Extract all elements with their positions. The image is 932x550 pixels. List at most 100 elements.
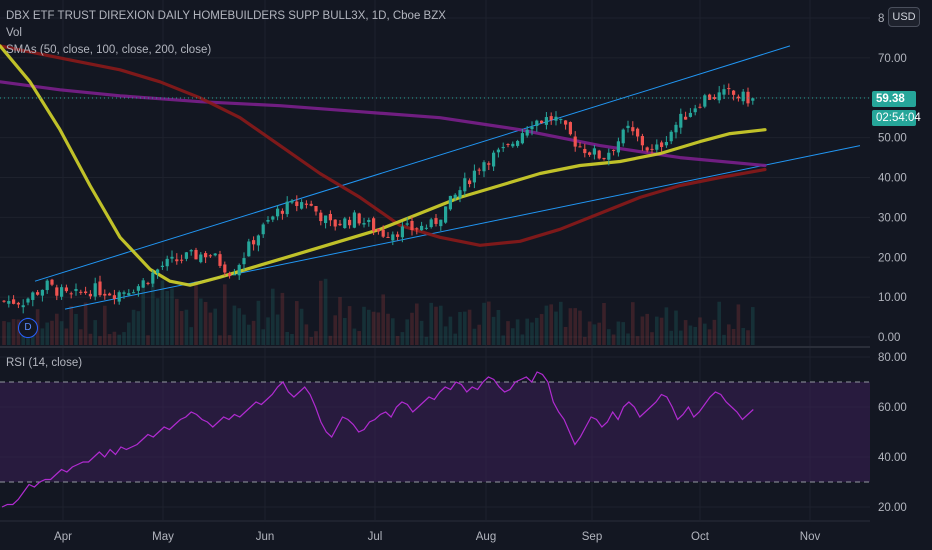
candle-body — [290, 200, 294, 203]
volume-bar — [616, 321, 621, 345]
volume-bar — [635, 336, 640, 345]
volume-bar — [669, 330, 673, 345]
volume-bar — [405, 319, 409, 345]
candle-body — [141, 280, 145, 288]
candle-body — [602, 157, 606, 160]
candle-body — [588, 152, 592, 155]
volume-bar — [151, 283, 155, 345]
candle-body — [314, 205, 318, 212]
candle-body — [271, 216, 275, 220]
candle-body — [520, 133, 524, 144]
countdown-tag: 02:54:04 — [872, 110, 921, 126]
candle-body — [679, 113, 683, 128]
candle-body — [98, 281, 102, 296]
volume-bar — [79, 329, 83, 345]
volume-bar — [50, 320, 54, 345]
candle-body — [400, 226, 404, 238]
price-tick-label: 20.00 — [878, 252, 907, 264]
rsi-legend[interactable]: RSI (14, close) — [6, 357, 83, 369]
volume-bar — [98, 336, 102, 345]
candle-body — [343, 218, 347, 229]
time-tick-label: Jul — [368, 531, 383, 543]
candle-body — [60, 287, 64, 297]
candle-body — [544, 117, 548, 125]
candle-body — [117, 292, 121, 302]
candle-body — [218, 254, 222, 266]
candle-body — [429, 219, 433, 228]
dividend-badge[interactable]: D — [18, 318, 38, 338]
volume-bar — [539, 314, 544, 345]
volume-bar — [415, 303, 419, 345]
volume-bar — [722, 334, 726, 345]
volume-bar — [746, 330, 750, 345]
price-tick-label: 30.00 — [878, 212, 907, 224]
volume-bar — [463, 311, 467, 345]
channel-line — [34, 45, 791, 282]
volume-bar — [520, 334, 525, 345]
currency-button[interactable]: USD — [888, 7, 920, 27]
volume-bar — [213, 308, 217, 345]
volume-bar — [223, 284, 227, 345]
candle-body — [170, 256, 174, 259]
candle-body — [247, 241, 251, 257]
candle-body — [727, 88, 731, 90]
volume-bar — [83, 302, 88, 345]
candle-body — [482, 162, 486, 172]
volume-bar — [179, 311, 184, 345]
volume-bar — [530, 322, 534, 345]
candle-body — [160, 265, 164, 268]
candle-body — [732, 90, 736, 95]
sma-line — [0, 80, 767, 168]
volume-bar — [727, 324, 731, 345]
candle-body — [501, 146, 505, 149]
candle-body — [535, 120, 539, 127]
volume-bar — [563, 326, 568, 345]
volume-bar — [45, 322, 49, 345]
candle-body — [338, 223, 342, 226]
volume-bar — [712, 319, 717, 345]
rsi-band — [0, 382, 870, 482]
volume-bar — [602, 302, 606, 345]
volume-bar — [659, 317, 664, 345]
candle-body — [127, 293, 131, 296]
volume-bar — [160, 280, 165, 345]
candle-body — [261, 224, 265, 235]
candle-body — [664, 141, 668, 146]
volume-bar — [751, 307, 755, 345]
candle-body — [309, 203, 313, 206]
volume-bar — [271, 288, 275, 345]
volume-bar — [194, 280, 198, 345]
rsi-tick-label: 60.00 — [878, 402, 907, 414]
candle-body — [396, 234, 400, 237]
volume-bar — [597, 322, 601, 345]
volume-bar — [376, 312, 381, 345]
candle-body — [376, 228, 380, 232]
time-tick-label: Apr — [54, 531, 72, 543]
sma-legend[interactable]: SMAs (50, close, 100, close, 200, close) — [6, 44, 212, 56]
volume-bar — [501, 335, 505, 345]
candle-body — [592, 148, 596, 155]
volume-bar — [626, 333, 630, 345]
candle-body — [674, 124, 678, 133]
volume-bar — [386, 313, 390, 345]
volume-bar — [309, 336, 313, 345]
volume-bar — [419, 320, 424, 345]
volume-bar — [203, 301, 208, 345]
candle-body — [631, 127, 635, 132]
vol-legend[interactable]: Vol — [6, 27, 22, 39]
volume-bar — [261, 329, 265, 345]
candle-body — [319, 212, 323, 222]
candle-body — [434, 218, 438, 224]
candle-body — [112, 295, 116, 299]
volume-bar — [367, 309, 371, 345]
candle-body — [439, 219, 443, 227]
candle-body — [328, 213, 332, 221]
candle-body — [669, 131, 673, 142]
volume-bar — [299, 308, 304, 345]
volume-bar — [74, 313, 78, 345]
candle-body — [554, 116, 558, 121]
volume-bar — [131, 309, 136, 345]
volume-bar — [491, 316, 496, 345]
volume-bar — [429, 302, 433, 345]
candle-body — [688, 112, 692, 117]
